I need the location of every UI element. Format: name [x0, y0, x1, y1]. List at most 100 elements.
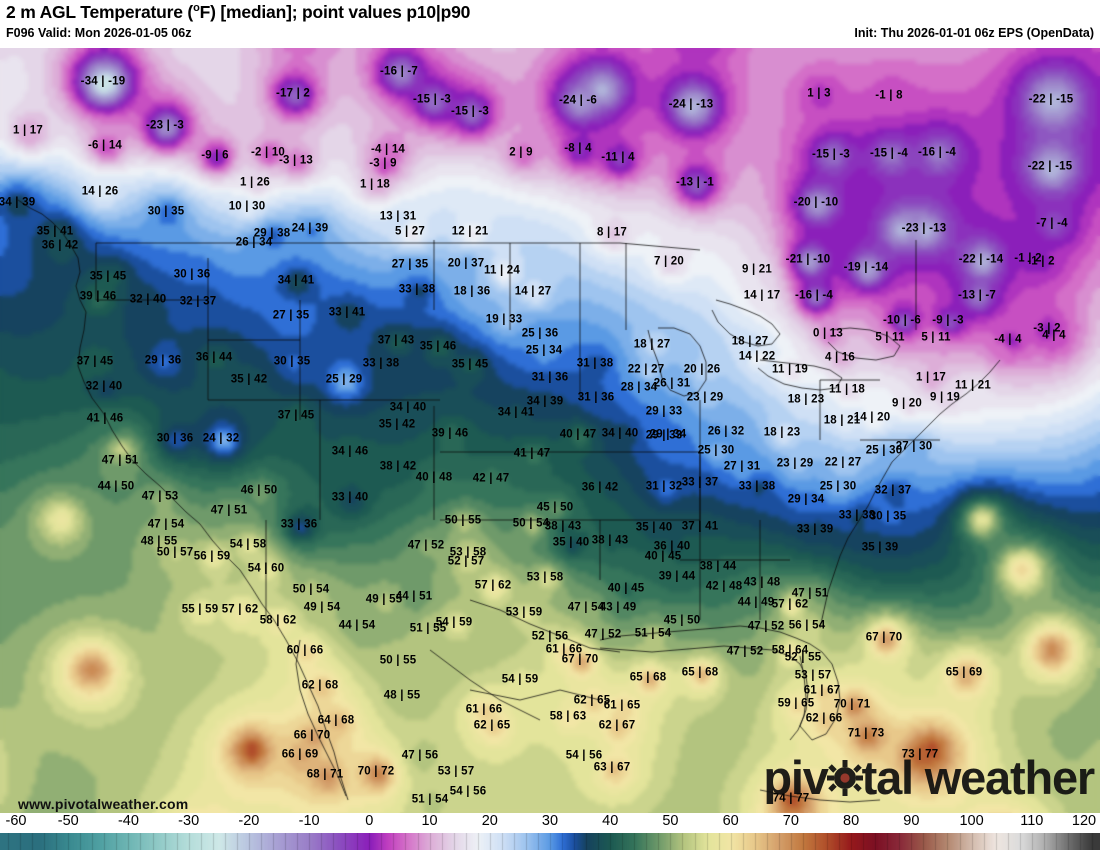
point-value-label: -20 | -10: [793, 196, 839, 209]
point-value-label: -3 | 2: [1033, 322, 1061, 335]
point-value-label: 68 | 71: [306, 768, 344, 781]
point-value-label: 31 | 36: [577, 391, 615, 404]
point-value-label: 47 | 52: [747, 620, 785, 633]
point-value-label: 29 | 33: [645, 405, 683, 418]
colorbar-tick: -30: [178, 813, 200, 829]
point-value-label: 29 | 34: [787, 493, 825, 506]
point-value-label: -1 | 8: [875, 89, 903, 102]
point-value-label: 35 | 39: [861, 541, 899, 554]
point-value-label: 14 | 20: [853, 411, 891, 424]
colorbar-tick: -10: [298, 813, 320, 829]
point-value-label: 39 | 46: [79, 290, 117, 303]
geography-borders: [0, 48, 1100, 813]
point-value-label: 35 | 42: [230, 373, 268, 386]
point-value-label: 35 | 46: [419, 340, 457, 353]
point-value-label: 26 | 34: [235, 236, 273, 249]
point-value-label: 45 | 50: [663, 614, 701, 627]
point-value-label: 65 | 68: [681, 666, 719, 679]
point-value-label: 4 | 4: [1042, 329, 1066, 342]
point-value-label: 61 | 66: [545, 643, 583, 656]
point-value-label: 44 | 54: [338, 619, 376, 632]
point-value-label: 60 | 66: [286, 644, 324, 657]
point-value-label: 54 | 58: [229, 538, 267, 551]
point-value-label: 35 | 45: [451, 358, 489, 371]
point-value-label: 30 | 35: [869, 510, 907, 523]
point-value-label: 14 | 17: [743, 289, 781, 302]
point-value-label: -2 | 10: [250, 146, 286, 159]
point-value-label: 62 | 66: [805, 712, 843, 725]
point-value-label: 43 | 48: [743, 576, 781, 589]
point-value-label: 35 | 40: [552, 536, 590, 549]
point-value-label: -22 | -15: [1028, 93, 1074, 106]
point-value-label: 53 | 58: [449, 546, 487, 559]
point-value-label: 36 | 40: [653, 540, 691, 553]
point-value-label: 29 | 34: [649, 428, 687, 441]
point-value-label: 8 | 17: [597, 226, 627, 239]
point-value-label: 53 | 59: [505, 606, 543, 619]
point-value-label: 30 | 36: [173, 268, 211, 281]
point-value-label: -24 | -13: [668, 98, 714, 111]
point-value-label: -23 | -13: [901, 222, 947, 235]
point-value-label: -3 | 9: [369, 157, 397, 170]
point-value-label: 47 | 51: [101, 454, 139, 467]
point-value-label: 24 | 39: [291, 222, 329, 235]
point-value-label: 25 | 30: [865, 444, 903, 457]
point-value-label: 40 | 45: [644, 550, 682, 563]
colorbar-tick: 40: [602, 813, 619, 829]
point-value-label: 67 | 70: [865, 631, 903, 644]
point-value-label: 66 | 69: [281, 748, 319, 761]
point-value-label: 11 | 24: [484, 264, 520, 277]
point-value-label: 11 | 21: [955, 379, 991, 392]
point-value-label: 11 | 19: [772, 363, 808, 376]
valid-time-label: F096 Valid: Mon 2026-01-05 06z: [6, 26, 192, 40]
point-value-label: 27 | 35: [272, 309, 310, 322]
point-value-label: 0 | 13: [813, 327, 843, 340]
point-value-label: -16 | -4: [917, 146, 957, 159]
point-value-label: 53 | 57: [794, 669, 832, 682]
point-value-label: 54 | 60: [247, 562, 285, 575]
point-value-label: 47 | 54: [567, 601, 605, 614]
point-value-label: -4 | 14: [370, 143, 406, 156]
point-value-label: 14 | 22: [738, 350, 776, 363]
point-value-label: -4 | 4: [994, 333, 1022, 346]
point-value-label: 31 | 32: [645, 480, 683, 493]
point-value-label: 12 | 21: [451, 225, 489, 238]
point-value-label: 37 | 45: [277, 409, 315, 422]
point-value-label: -10 | -6: [882, 314, 922, 327]
point-value-label: 61 | 67: [803, 684, 841, 697]
point-value-overlay: 1 | 17 34 | 39 35 | 41 36 | 42 -34 | -19 -6 |…: [0, 48, 1100, 813]
point-value-label: 31 | 38: [576, 357, 614, 370]
colorbar-gradient[interactable]: [0, 833, 1100, 850]
map-canvas-area[interactable]: 1 | 17 34 | 39 35 | 41 36 | 42 -34 | -19 -6 |…: [0, 48, 1100, 813]
point-value-label: 34 | 41: [277, 274, 315, 287]
point-value-label: -16 | -7: [379, 65, 419, 78]
point-value-label: 2 | 9: [509, 146, 533, 159]
colorbar-tick: 0: [365, 813, 374, 829]
point-value-label: 44 | 49: [737, 596, 775, 609]
point-value-label: -21 | -10: [785, 253, 831, 266]
point-value-label: 57 | 62: [221, 603, 259, 616]
point-value-label: 18 | 27: [731, 335, 769, 348]
point-value-label: 14 | 26: [81, 185, 119, 198]
point-value-label: 41 | 46: [86, 412, 124, 425]
point-value-label: 40 | 45: [607, 582, 645, 595]
point-value-label: 35 | 41: [36, 225, 74, 238]
point-value-label: 7 | 20: [654, 255, 684, 268]
point-value-label: 18 | 27: [633, 338, 671, 351]
colorbar-tick: 20: [481, 813, 498, 829]
point-value-label: -15 | -4: [869, 147, 909, 160]
page-title: 2 m AGL Temperature (oF) [median]; point…: [6, 2, 471, 22]
point-value-label: 67 | 70: [561, 653, 599, 666]
point-value-label: 57 | 62: [771, 598, 809, 611]
point-value-label: 50 | 55: [379, 654, 417, 667]
point-value-label: 33 | 39: [796, 523, 834, 536]
point-value-label: 4 | 16: [825, 351, 855, 364]
point-value-label: 18 | 23: [787, 393, 825, 406]
point-value-label: 47 | 54: [147, 518, 185, 531]
point-value-label: -24 | -6: [558, 94, 598, 107]
point-value-label: 71 | 73: [847, 727, 885, 740]
point-value-label: 1 | 3: [807, 87, 831, 100]
point-value-label: 47 | 51: [210, 504, 248, 517]
point-value-label: 34 | 39: [526, 395, 564, 408]
point-value-label: 65 | 69: [945, 666, 983, 679]
